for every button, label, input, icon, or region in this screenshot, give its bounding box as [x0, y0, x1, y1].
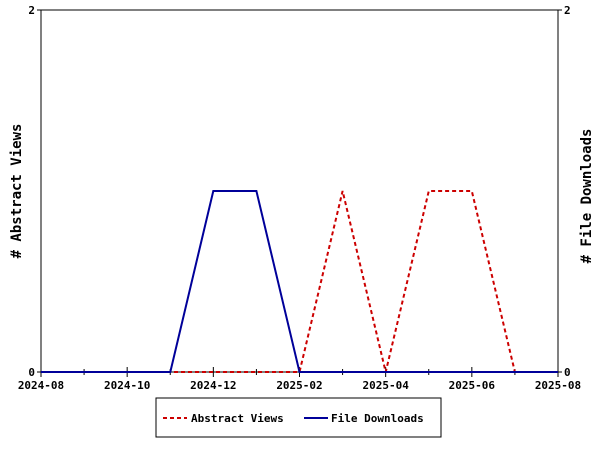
legend: Abstract Views File Downloads: [155, 397, 442, 438]
labels-group: 2024-08 2024-10 2024-12 2025-02 2025-04 2025-…: [18, 4, 581, 392]
series-line-file-downloads: [41, 190, 558, 373]
x-tick-label: 2024-12: [190, 379, 236, 392]
legend-label-file-downloads: File Downloads: [331, 412, 424, 425]
x-tick-label: 2025-02: [276, 379, 322, 392]
y-axis-title-right: # File Downloads: [579, 129, 595, 264]
y-tick-label-left: 0: [28, 366, 35, 379]
x-tick-label: 2025-04: [362, 379, 409, 392]
y-tick-label-right: 2: [564, 4, 571, 17]
x-tick-label: 2025-06: [449, 379, 496, 392]
y-axis-title-left: # Abstract Views: [9, 124, 25, 259]
x-tick-label: 2024-10: [104, 379, 150, 392]
x-tick-label: 2025-08: [535, 379, 581, 392]
plot-area: [40, 9, 559, 373]
y-tick-label-left: 2: [28, 4, 35, 17]
series-group: [41, 190, 558, 373]
y-tick-label-right: 0: [564, 366, 571, 379]
legend-label-abstract-views: Abstract Views: [191, 412, 284, 425]
x-tick-label: 2024-08: [18, 379, 64, 392]
legend-box: [155, 397, 442, 438]
